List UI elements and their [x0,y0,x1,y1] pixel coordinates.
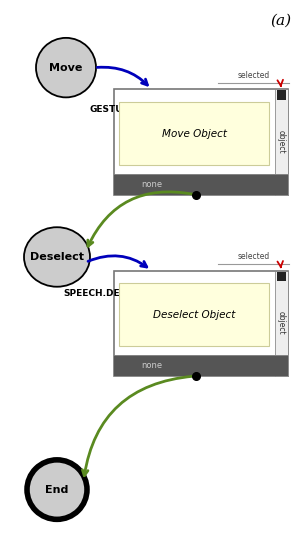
FancyBboxPatch shape [114,355,288,376]
Text: none: none [142,180,163,189]
FancyBboxPatch shape [114,270,288,376]
Text: object: object [277,312,286,335]
FancyBboxPatch shape [277,90,286,100]
Ellipse shape [36,38,96,97]
Ellipse shape [24,227,90,287]
Text: Deselect: Deselect [30,252,84,262]
Text: SPEECH.DESELECT: SPEECH.DESELECT [63,289,157,299]
FancyBboxPatch shape [119,283,269,346]
FancyBboxPatch shape [277,272,286,281]
FancyBboxPatch shape [119,102,269,165]
FancyBboxPatch shape [274,89,288,195]
Text: (a): (a) [270,14,291,28]
Ellipse shape [27,460,87,519]
Text: none: none [142,361,163,370]
Text: selected: selected [238,71,270,80]
Text: End: End [45,485,69,494]
Text: object: object [277,130,286,154]
Text: Move Object: Move Object [162,129,227,138]
Text: selected: selected [238,252,270,261]
FancyBboxPatch shape [114,89,288,195]
Text: Deselect Object: Deselect Object [153,310,236,320]
Text: Move: Move [49,63,83,72]
FancyBboxPatch shape [114,174,288,195]
Text: GESTURE.MOVE: GESTURE.MOVE [90,105,170,115]
FancyBboxPatch shape [274,270,288,376]
